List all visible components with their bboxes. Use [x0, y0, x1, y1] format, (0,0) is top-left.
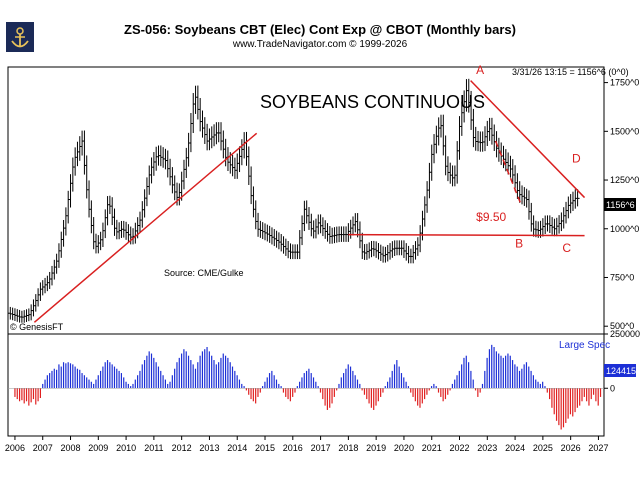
- time-tick-label: 2024: [505, 443, 525, 453]
- spec-last-value: 124415: [606, 366, 636, 376]
- large-spec-bars: [14, 344, 602, 430]
- annotation-label: C: [562, 241, 571, 255]
- price-tick-label: 1750^0: [610, 78, 639, 88]
- tradenavigator-logo: [6, 22, 34, 52]
- time-tick-label: 2008: [61, 443, 81, 453]
- chart-annotations: A B C D $9.50: [476, 63, 581, 255]
- price-tick-label: 750^0: [610, 272, 634, 282]
- time-tick-label: 2022: [449, 443, 469, 453]
- time-tick-label: 2023: [477, 443, 497, 453]
- time-tick-label: 2018: [338, 443, 358, 453]
- time-tick-label: 2026: [561, 443, 581, 453]
- price-tick-label: 1500^0: [610, 126, 639, 136]
- price-axis: 500^0 750^0 1000^0 1250^0 1500^0 1750^0: [604, 78, 639, 331]
- genesis-watermark: © GenesisFT: [10, 322, 64, 332]
- annotation-label: A: [476, 63, 484, 77]
- price-tick-label: 1000^0: [610, 224, 639, 234]
- spec-tick-label: 0: [610, 383, 615, 393]
- time-tick-label: 2020: [394, 443, 414, 453]
- time-tick-label: 2025: [533, 443, 553, 453]
- large-spec-label: Large Spec: [559, 340, 610, 351]
- price-tick-label: 500^0: [610, 321, 634, 331]
- trendline: [348, 233, 585, 237]
- annotation-label: D: [572, 151, 581, 165]
- price-bars: [7, 78, 580, 323]
- price-tick-label: 1250^0: [610, 175, 639, 185]
- trendline: [33, 132, 258, 323]
- time-tick-label: 2016: [283, 443, 303, 453]
- trendline: [494, 140, 522, 204]
- time-tick-label: 2015: [255, 443, 275, 453]
- time-tick-label: 2010: [116, 443, 136, 453]
- spec-tick-label: 250000: [610, 329, 640, 339]
- time-tick-label: 2011: [144, 443, 163, 453]
- annotation-label: B: [515, 236, 523, 250]
- time-tick-label: 2014: [227, 443, 247, 453]
- chart-title: ZS-056: Soybeans CBT (Elec) Cont Exp @ C…: [124, 22, 516, 37]
- last-price-tag: [604, 198, 636, 211]
- time-tick-label: 2007: [33, 443, 53, 453]
- spec-axis: 250000 0: [8, 329, 640, 393]
- trendlines: [33, 80, 586, 323]
- time-tick-label: 2021: [422, 443, 442, 453]
- last-price-value: 1156^6: [606, 200, 635, 210]
- time-tick-label: 2017: [311, 443, 331, 453]
- chart-subtitle: www.TradeNavigator.com © 1999-2026: [232, 39, 408, 50]
- source-note: Source: CME/Gulke: [164, 268, 244, 278]
- time-tick-label: 2006: [5, 443, 25, 453]
- time-tick-label: 2027: [588, 443, 608, 453]
- time-tick-label: 2019: [366, 443, 386, 453]
- last-price-stamp: 3/31/26 13:15 = 1156^6 (0^0): [512, 67, 629, 77]
- time-tick-label: 2012: [172, 443, 192, 453]
- annotation-label: $9.50: [476, 210, 506, 224]
- time-tick-label: 2009: [88, 443, 108, 453]
- time-axis: 2006 2007 2008 2009 2010 2011 2012 2013 2014 2015…: [5, 436, 608, 453]
- spec-last-tag: [604, 364, 636, 377]
- trendline: [470, 80, 586, 199]
- chart-heading: SOYBEANS CONTINUOUS: [260, 92, 485, 112]
- time-tick-label: 2013: [199, 443, 219, 453]
